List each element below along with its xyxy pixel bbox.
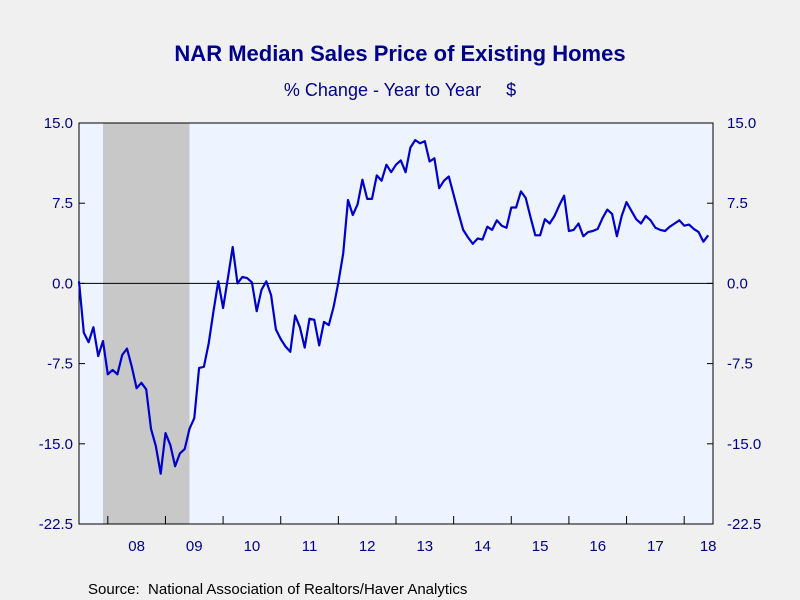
y-tick-label-left: 0.0 bbox=[52, 275, 73, 292]
y-tick-label-right: -22.5 bbox=[727, 516, 761, 533]
x-tick-label: 09 bbox=[186, 538, 203, 555]
x-tick-label: 11 bbox=[302, 538, 318, 555]
x-tick-label: 12 bbox=[359, 538, 376, 555]
y-tick-label-right: -7.5 bbox=[727, 356, 753, 373]
y-axis-right: 15.0 7.5 0.0 -7.5 -15.0 -22.5 bbox=[707, 115, 761, 533]
x-tick-label: 15 bbox=[532, 538, 549, 555]
x-axis: 08 09 10 11 12 13 14 15 16 17 18 bbox=[107, 516, 717, 555]
y-tick-label-right: 7.5 bbox=[727, 195, 748, 212]
x-tick-label: 16 bbox=[589, 538, 606, 555]
y-tick-label-right: 0.0 bbox=[727, 275, 748, 292]
source-note: Source: National Association of Realtors… bbox=[88, 581, 467, 598]
y-tick-label-left: -22.5 bbox=[39, 516, 73, 533]
y-tick-label-left: 15.0 bbox=[44, 115, 73, 132]
series-line bbox=[77, 139, 710, 475]
x-tick-label: 13 bbox=[416, 538, 433, 555]
x-tick-label: 14 bbox=[474, 538, 491, 555]
x-tick-label: 10 bbox=[244, 538, 261, 555]
x-tick-label: 08 bbox=[128, 538, 145, 555]
y-tick-label-left: -7.5 bbox=[47, 356, 73, 373]
x-tick-label: 18 bbox=[700, 538, 717, 555]
recession-shading bbox=[103, 123, 190, 524]
y-tick-label-left: 7.5 bbox=[52, 195, 73, 212]
y-tick-label-right: -15.0 bbox=[727, 436, 761, 453]
y-tick-label-left: -15.0 bbox=[39, 436, 73, 453]
y-tick-label-right: 15.0 bbox=[727, 115, 756, 132]
x-tick-label: 17 bbox=[647, 538, 664, 555]
chart-subtitle: % Change - Year to Year $ bbox=[284, 80, 516, 100]
chart-title: NAR Median Sales Price of Existing Homes bbox=[174, 41, 625, 66]
y-axis-left: 15.0 7.5 0.0 -7.5 -15.0 -22.5 bbox=[39, 115, 85, 533]
